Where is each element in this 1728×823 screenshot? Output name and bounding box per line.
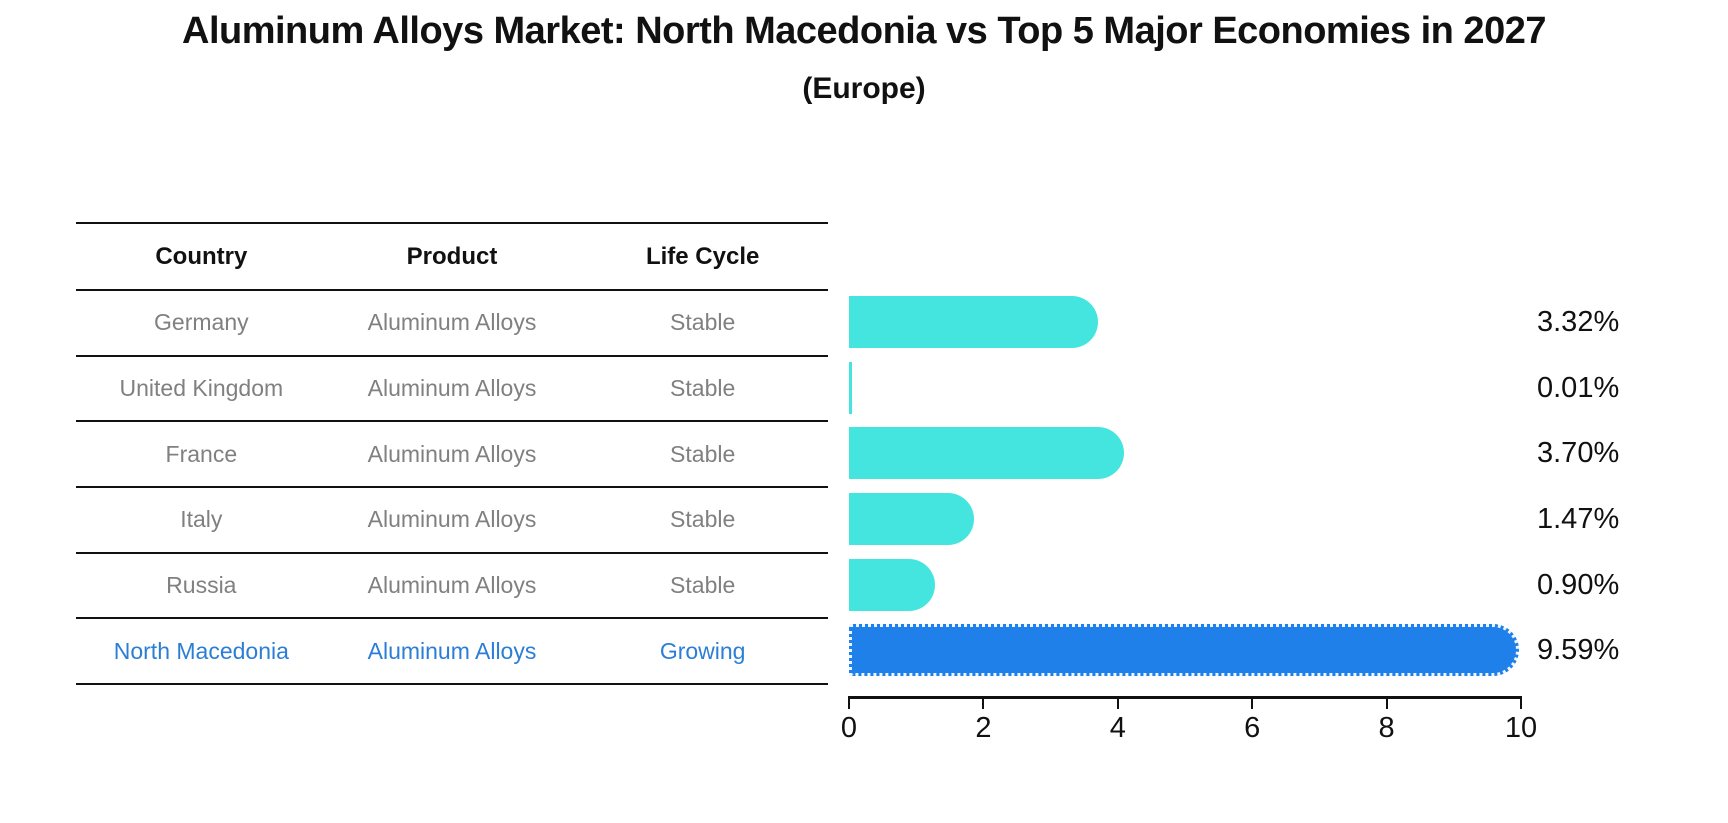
- bar-united-kingdom: [849, 361, 852, 414]
- table-cell-country: Italy: [180, 506, 223, 533]
- table-cell-life-cycle: Stable: [670, 572, 736, 599]
- x-axis-tick-label: 6: [1244, 712, 1261, 744]
- x-axis-tick: [1385, 699, 1388, 709]
- bar-value-label: 9.59%: [1537, 634, 1620, 667]
- table-cell-country: North Macedonia: [113, 637, 289, 664]
- x-axis-tick: [1251, 699, 1254, 709]
- table-cell-country: United Kingdom: [119, 375, 284, 402]
- x-axis-tick-label: 2: [975, 712, 992, 744]
- x-axis-tick-label: 8: [1378, 712, 1395, 744]
- bar-value-label: 0.01%: [1537, 371, 1620, 404]
- bar-france: [849, 427, 1124, 480]
- table-cell-life-cycle: Stable: [670, 375, 736, 402]
- bar-value-label: 3.32%: [1537, 305, 1620, 338]
- table-row: North Macedonia Aluminum Alloys Growing: [76, 619, 828, 686]
- chart-title: Aluminum Alloys Market: North Macedonia …: [182, 10, 1546, 52]
- column-header-country: Country: [155, 242, 248, 270]
- table-body: Germany Aluminum Alloys Stable United Kingd…: [76, 291, 828, 686]
- table-cell-product: Aluminum Alloys: [367, 572, 537, 599]
- bar-north-macedonia: [849, 624, 1519, 677]
- x-axis: [848, 696, 1522, 699]
- table-row: United Kingdom Aluminum Alloys Stable: [76, 357, 828, 423]
- table-cell-life-cycle: Growing: [659, 637, 746, 664]
- bar-chart: [849, 289, 1521, 683]
- bar-italy: [849, 492, 974, 545]
- x-axis-tick: [848, 699, 850, 709]
- x-axis-tick-label: 0: [840, 712, 858, 744]
- bar-value-label: 3.70%: [1537, 437, 1620, 470]
- column-header-product: Product: [406, 242, 498, 270]
- table-cell-product: Aluminum Alloys: [367, 637, 537, 664]
- table-cell-product: Aluminum Alloys: [367, 506, 537, 533]
- table-cell-product: Aluminum Alloys: [367, 309, 537, 336]
- table-cell-life-cycle: Stable: [670, 309, 736, 336]
- x-axis-tick-label: 4: [1109, 712, 1126, 744]
- table-row: France Aluminum Alloys Stable: [76, 422, 828, 489]
- table-cell-life-cycle: Stable: [670, 440, 736, 467]
- table-cell-country: Russia: [166, 572, 237, 599]
- table-cell-product: Aluminum Alloys: [367, 375, 537, 402]
- x-axis-tick-label: 10: [1504, 712, 1538, 744]
- bar-germany: [849, 295, 1098, 348]
- table-header-row: Country Product Life Cycle: [76, 224, 828, 291]
- country-table: Country Product Life Cycle Germany Alumin…: [76, 222, 828, 686]
- bar-value-label: 0.90%: [1537, 568, 1620, 601]
- x-axis-tick: [982, 699, 985, 709]
- x-axis-tick: [1520, 699, 1522, 709]
- table-row: Russia Aluminum Alloys Stable: [76, 554, 828, 620]
- bar-value-label: 1.47%: [1537, 502, 1620, 535]
- chart-subtitle: (Europe): [802, 72, 926, 105]
- table-cell-country: Germany: [154, 309, 249, 336]
- table-cell-product: Aluminum Alloys: [367, 440, 537, 467]
- x-axis-tick: [1116, 699, 1119, 709]
- column-header-lifecycle: Life Cycle: [645, 242, 760, 270]
- table-cell-life-cycle: Stable: [670, 506, 736, 533]
- bar-russia: [849, 558, 935, 611]
- table-cell-country: France: [165, 440, 238, 467]
- table-row: Germany Aluminum Alloys Stable: [76, 291, 828, 357]
- table-row: Italy Aluminum Alloys Stable: [76, 488, 828, 554]
